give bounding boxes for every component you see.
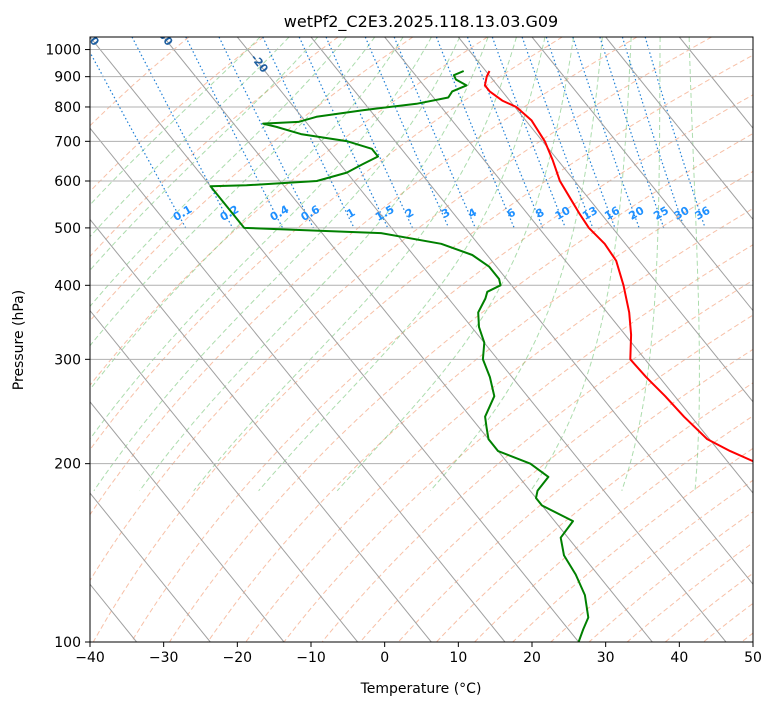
y-tick-label: 900 (54, 70, 81, 86)
dry-adiabat (436, 382, 753, 642)
mixing-ratio-line (466, 37, 544, 229)
dry-adiabat (90, 37, 563, 451)
moist-adiabat (336, 37, 575, 492)
y-tick-label: 800 (54, 100, 81, 116)
dry-adiabat (245, 207, 753, 642)
x-tick-label: 30 (597, 650, 615, 666)
y-axis: 100 200 300 400 500 600 700 800 900 1000 (45, 43, 90, 651)
dry-adiabat (512, 447, 753, 642)
moist-adiabat (90, 37, 432, 440)
plot-frame (89, 36, 754, 643)
isotherm-line (384, 37, 753, 494)
dry-adiabat (283, 244, 753, 642)
moist-adiabat (93, 37, 461, 492)
isotherm-line (457, 37, 753, 403)
temperature-line (483, 70, 753, 463)
mixing-ratio-line (572, 37, 640, 229)
x-tick-label: −30 (149, 650, 179, 666)
y-tick-label: 100 (54, 635, 81, 651)
mixing-ratio-line (218, 37, 314, 229)
dry-adiabat (321, 279, 753, 642)
isotherm-line (90, 492, 211, 642)
isotherm-line (605, 37, 753, 221)
moist-adiabat (688, 37, 700, 491)
mixing-ratio-line (90, 51, 187, 229)
moist-adiabat (430, 37, 603, 492)
x-tick-label: −40 (75, 650, 105, 666)
y-tick-label: 200 (54, 457, 81, 473)
isotherm-label: -40 (79, 25, 102, 49)
profile-lines (209, 70, 753, 642)
y-tick-label: 1000 (45, 43, 81, 59)
mixing-ratio-line (644, 37, 706, 229)
isotherm-line (90, 401, 285, 642)
x-tick-label: 20 (523, 650, 541, 666)
x-tick-label: 50 (744, 650, 762, 666)
dry-adiabat (550, 479, 753, 642)
chart-title: wetPf2_C2E3.2025.118.13.03.G09 (284, 12, 558, 32)
dry-adiabat (359, 314, 753, 642)
dry-adiabat (626, 542, 753, 642)
dewpoint-line (209, 70, 590, 642)
mixing-ratio-line (545, 37, 616, 229)
mixing-ratio-line (491, 37, 566, 229)
isotherm-label: -30 (153, 25, 176, 49)
mixing-ratio-line (364, 37, 450, 229)
y-axis-label: Pressure (hPa) (11, 290, 27, 390)
moist-adiabat (90, 37, 376, 347)
dry-adiabat (130, 94, 753, 642)
dry-adiabat (92, 54, 753, 642)
x-axis: −40 −30 −20 −10 0 10 20 30 40 50 (75, 642, 762, 666)
y-tick-label: 500 (54, 221, 81, 237)
isotherm-line (90, 127, 506, 642)
y-tick-label: 300 (54, 352, 81, 368)
y-tick-label: 700 (54, 134, 81, 150)
moist-adiabat (621, 37, 661, 491)
mixing-ratio-line (521, 37, 594, 229)
x-tick-label: 40 (670, 650, 688, 666)
moist-adiabat (90, 37, 290, 238)
isotherm-line (90, 309, 359, 642)
moist-adiabat (193, 37, 517, 492)
moist-adiabat (90, 37, 347, 308)
moist-adiabat (90, 37, 404, 391)
mixing-ratio-line (435, 37, 515, 229)
moist-adiabat (530, 37, 632, 492)
moist-adiabat (258, 37, 546, 492)
isotherm-line (90, 218, 432, 642)
mixing-ratio-line (599, 37, 665, 229)
dry-adiabat (90, 37, 414, 322)
moist-adiabat (90, 37, 319, 272)
isotherm-line (163, 37, 653, 642)
mixing-ratio-line (131, 37, 234, 229)
y-tick-label: 600 (54, 174, 81, 190)
x-tick-label: 10 (449, 650, 467, 666)
dry-adiabat (90, 37, 339, 258)
x-tick-label: −20 (223, 650, 253, 666)
dry-adiabat (169, 132, 753, 642)
x-tick-label: 0 (380, 650, 389, 666)
mixing-ratio-line (621, 37, 685, 229)
isotherm-line (531, 37, 753, 312)
isotherm-line (310, 37, 753, 586)
y-tick-label: 400 (54, 278, 81, 294)
x-tick-label: −10 (296, 650, 326, 666)
x-axis-label: Temperature (°C) (360, 681, 482, 697)
isotherm-line (90, 37, 580, 642)
background-lines (90, 37, 753, 642)
moist-adiabat (139, 37, 489, 492)
dry-adiabat (90, 37, 488, 387)
